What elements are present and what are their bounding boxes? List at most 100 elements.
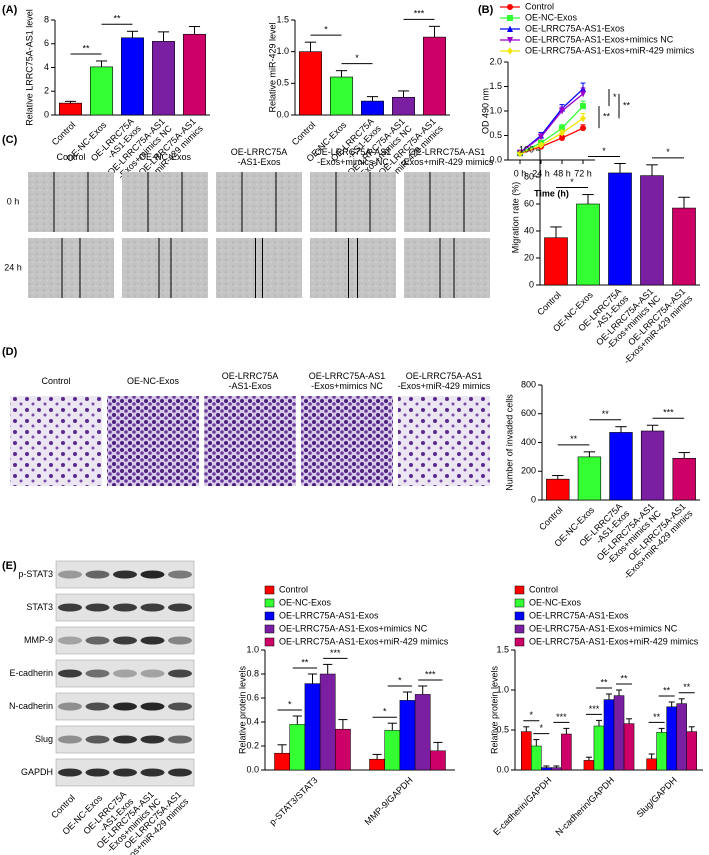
bar	[521, 731, 532, 771]
legend-label: OE-NC-Exos	[279, 597, 332, 607]
micrograph	[10, 396, 102, 486]
bar	[330, 76, 353, 116]
column-header-line: OE-LRRC75A	[231, 147, 288, 157]
x-tick-label: Slug/GAPDH	[635, 775, 679, 819]
y-tick-label: 100	[519, 144, 534, 154]
y-tick-label: 600	[521, 408, 536, 418]
x-tick-label-line: Control	[537, 505, 565, 533]
bar	[289, 724, 306, 771]
point	[580, 114, 586, 122]
bar	[544, 237, 568, 286]
protein-label: MMP-9	[24, 635, 53, 645]
y-axis-title: Relative protein levels	[489, 665, 499, 754]
legend-label: OE-LRRC75A-AS1-Exos+mimics NC	[279, 623, 428, 633]
column-header: OE-LRRC75A -AS1-Exos	[231, 147, 288, 167]
significance-label: **	[653, 712, 661, 722]
significance-label: *	[666, 147, 670, 157]
bar	[656, 732, 667, 771]
column-header-line: OE-LRRC75A-AS1	[309, 371, 386, 381]
significance-label: **	[301, 657, 309, 667]
y-tick-label: 800	[521, 379, 536, 389]
micrograph	[216, 172, 302, 232]
protein-label: STAT3	[26, 602, 53, 612]
blot-band	[113, 669, 137, 678]
significance-label: ***	[589, 704, 600, 714]
protein-label: GAPDH	[21, 767, 53, 777]
y-tick-label: 0	[529, 279, 534, 289]
blot-band	[140, 636, 165, 645]
micrograph	[28, 172, 114, 232]
legend-label: OE-LRRC75A-AS1-Exos+miR-429 mimics	[529, 636, 699, 646]
blot-band	[85, 603, 110, 612]
bar	[304, 683, 321, 771]
significance-label: **	[113, 14, 121, 24]
y-axis-title: Number of invaded cells	[504, 394, 514, 491]
blot-band	[113, 735, 137, 744]
bar	[384, 730, 401, 771]
blot-band	[168, 636, 192, 645]
y-axis-title: Relative LRRC75A-AS1 level	[24, 9, 34, 126]
column-header: Control	[41, 376, 70, 386]
bar	[593, 725, 605, 771]
legend-swatch	[514, 611, 525, 621]
protein-label: E-cadherin	[9, 668, 53, 678]
y-tick-label: 0.8	[246, 668, 259, 678]
y-tick-label: 2	[44, 86, 49, 96]
legend-label: OE-LRRC75A-AS1-Exos	[529, 610, 629, 620]
bar	[399, 700, 416, 771]
significance-label: *	[355, 53, 359, 63]
panel-label: (E)	[2, 560, 17, 572]
column-header: OE-LRRC75A-AS1 -Exos+mimics NC	[309, 371, 386, 391]
column-header: OE-NC-Exos	[127, 376, 180, 386]
bar	[666, 706, 677, 771]
blot-band	[168, 570, 192, 579]
point	[538, 133, 544, 141]
significance-label: ***	[330, 648, 341, 658]
significance-label: *	[570, 177, 574, 187]
protein-label: Slug	[35, 734, 53, 744]
x-tick-label-line: Control	[290, 120, 318, 148]
row-label: 24 h	[4, 262, 22, 272]
blot-band	[85, 570, 110, 579]
bar	[152, 41, 175, 116]
bar	[576, 203, 600, 286]
point	[559, 108, 565, 115]
micrograph	[301, 396, 393, 486]
y-axis-title: Relative miR-429 level	[267, 22, 277, 112]
column-header-line: OE-LRRC75A-AS1	[315, 147, 392, 157]
micrograph	[107, 396, 199, 486]
bar	[561, 733, 572, 771]
y-tick-label: 0.5	[276, 78, 289, 88]
significance-label: *	[288, 699, 292, 709]
x-tick-label-line: Control	[50, 120, 78, 148]
column-header-line: OE-NC-Exos	[127, 376, 180, 386]
column-header: Control	[56, 152, 85, 162]
y-tick-label: 1.0	[276, 46, 289, 56]
bar	[623, 723, 635, 771]
panel-label: (A)	[2, 4, 18, 16]
x-axis-title: Time (h)	[534, 188, 569, 198]
point	[559, 125, 565, 132]
micrograph	[122, 172, 208, 232]
legend-marker	[507, 37, 513, 44]
micrograph	[216, 238, 302, 298]
column-header-line: -AS1-Exos	[237, 157, 281, 167]
blot-band	[58, 636, 82, 645]
y-tick-label: 0.4	[246, 716, 259, 726]
column-header-line: -Exos+miR-429 mimics	[398, 381, 491, 391]
x-tick-label: E-cadherin/GAPDH	[491, 775, 553, 837]
bar	[183, 33, 206, 116]
y-axis-title: OD 490 nm	[480, 88, 490, 134]
bar	[121, 37, 144, 116]
y-tick-label: 400	[521, 437, 536, 447]
bar	[609, 432, 633, 501]
legend-swatch	[264, 637, 275, 647]
blot-band	[113, 603, 137, 612]
x-tick-label: N-cadherin/GAPDH	[553, 775, 616, 838]
point	[517, 150, 523, 158]
legend-marker	[507, 25, 513, 32]
column-header-line: OE-NC-Exos	[139, 152, 192, 162]
x-tick-label: Control	[537, 505, 565, 533]
line	[519, 88, 584, 154]
significance-label: **	[82, 43, 90, 53]
